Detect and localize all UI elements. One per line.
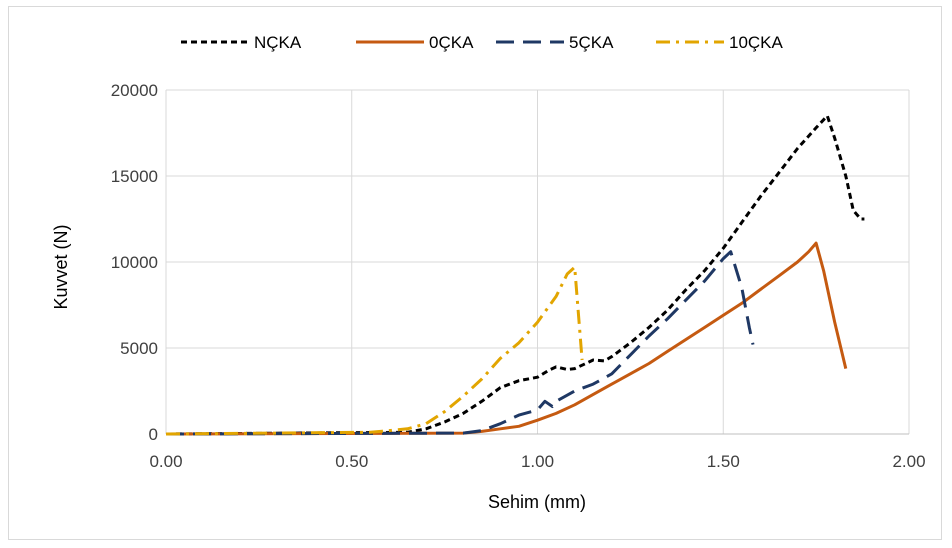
chart-frame: 0 5000 10000 15000 20000 0.00 0.50 1.00 1.50 2.0… — [8, 6, 942, 540]
series-line — [165, 250, 755, 436]
line-chart: 0 5000 10000 15000 20000 0.00 0.50 1.00 1.50 2.0… — [51, 33, 926, 512]
y-tick-label: 10000 — [111, 253, 158, 272]
legend-label: 0ÇKA — [429, 33, 474, 52]
gridlines — [165, 89, 910, 434]
legend-label: 10ÇKA — [729, 33, 784, 52]
legend: NÇKA 0ÇKA 5ÇKA 10ÇKA — [181, 33, 784, 52]
x-tick-label: 2.00 — [892, 452, 925, 471]
legend-label: 5ÇKA — [569, 33, 614, 52]
y-tick-label: 0 — [149, 425, 158, 444]
x-axis-title: Sehim (mm) — [488, 492, 586, 512]
x-tick-label: 0.50 — [335, 452, 368, 471]
y-axis-title: Kuvvet (N) — [51, 224, 71, 309]
y-tick-labels: 0 5000 10000 15000 20000 — [111, 81, 158, 444]
series-line — [165, 241, 848, 436]
x-tick-label: 0.00 — [149, 452, 182, 471]
x-tick-label: 1.00 — [521, 452, 554, 471]
y-tick-label: 20000 — [111, 81, 158, 100]
legend-label: NÇKA — [254, 33, 302, 52]
series-line — [165, 114, 865, 436]
series-lines — [165, 114, 865, 436]
x-tick-labels: 0.00 0.50 1.00 1.50 2.00 — [149, 452, 925, 471]
y-tick-label: 5000 — [120, 339, 158, 358]
y-tick-label: 15000 — [111, 167, 158, 186]
x-tick-label: 1.50 — [707, 452, 740, 471]
series-line — [165, 265, 584, 436]
